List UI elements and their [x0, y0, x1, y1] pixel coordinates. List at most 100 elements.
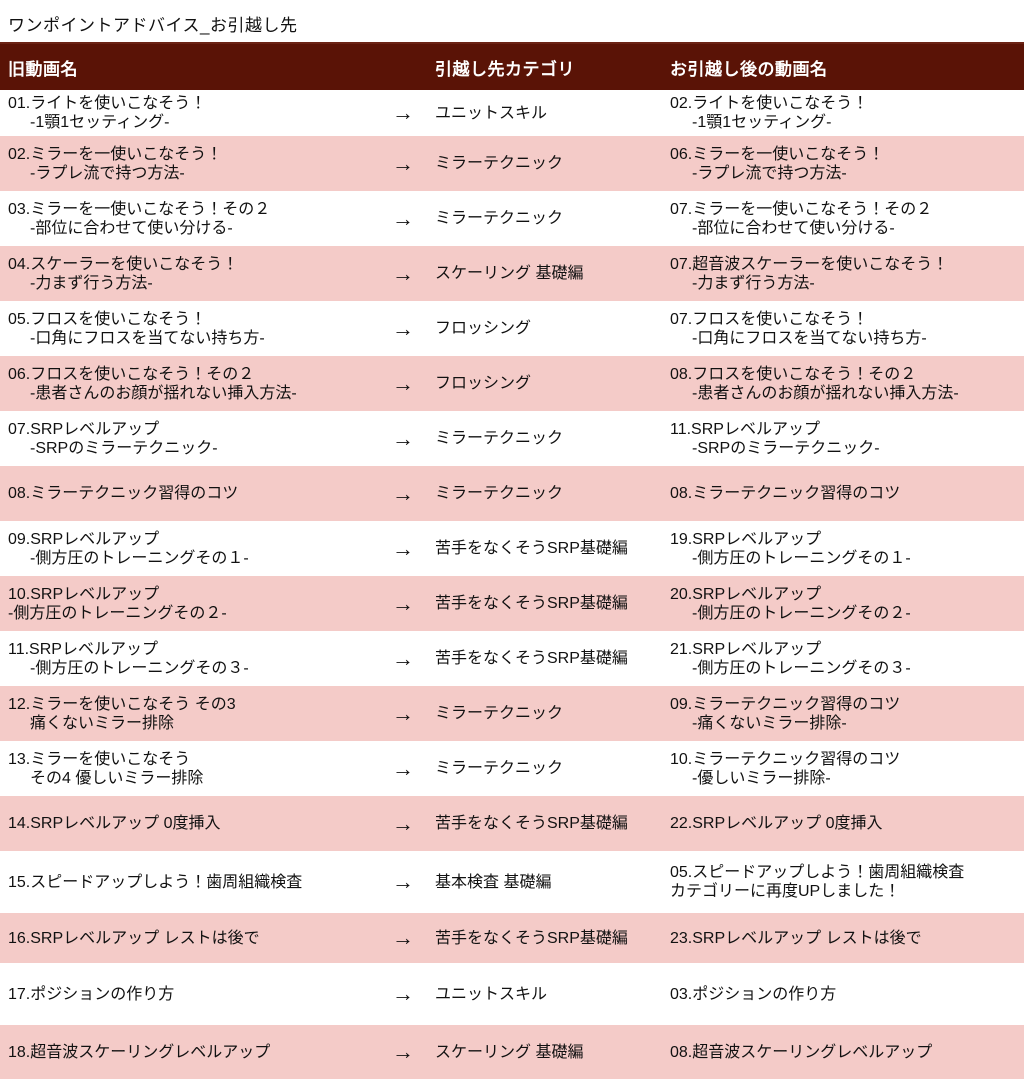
video-title-line: 18.超音波スケーリングレベルアップ [8, 1043, 271, 1061]
video-title-line: 20.SRPレベルアップ [670, 585, 822, 603]
new-video-name-cell: 19.SRPレベルアップ -側方圧のトレーニングその１- [670, 530, 1024, 568]
video-title-line: 06.ミラーを一使いこなそう！ [670, 145, 885, 163]
table-row: 13.ミラーを使いこなそう その4 優しいミラー排除 → ミラーテクニック 10.… [0, 741, 1024, 796]
column-header-destination-category: 引越し先カテゴリ [435, 59, 575, 79]
page-title: ワンポイントアドバイス_お引越し先 [8, 16, 298, 35]
video-title-line: -SRPのミラーテクニック- [692, 439, 880, 457]
destination-category-cell: フロッシング [435, 320, 532, 337]
video-title-line: -口角にフロスを当てない持ち方- [692, 329, 927, 347]
old-video-name-cell: 11.SRPレベルアップ -側方圧のトレーニングその３- [0, 640, 385, 678]
video-title-line: 03.ポジションの作り方 [670, 985, 837, 1003]
arrow-icon: → [392, 590, 414, 616]
table-row: 15.スピードアップしよう！歯周組織検査 → 基本検査 基礎編 05.スピードア… [0, 851, 1024, 913]
arrow-icon: → [392, 810, 414, 836]
video-title-line: 21.SRPレベルアップ [670, 640, 822, 658]
video-title-line: 22.SRPレベルアップ 0度挿入 [670, 815, 883, 832]
video-title-line: -口角にフロスを当てない持ち方- [30, 329, 265, 347]
new-video-name-cell: 08.ミラーテクニック習得のコツ [670, 484, 1024, 503]
video-title-line: 07.ミラーを一使いこなそう！その２ [670, 200, 933, 218]
video-title-line: -1顎1セッティング- [692, 114, 832, 131]
column-header-old-video-name: 旧動画名 [8, 59, 78, 79]
table-row: 18.超音波スケーリングレベルアップ → スケーリング 基礎編 08.超音波スケ… [0, 1025, 1024, 1079]
video-title-line: -痛くないミラー排除- [692, 714, 847, 732]
new-video-name-cell: 07.超音波スケーラーを使いこなそう！ -力まず行う方法- [670, 255, 1024, 293]
table-row: 11.SRPレベルアップ -側方圧のトレーニングその３- → 苦手をなくそうSRP… [0, 631, 1024, 686]
video-title-line: 12.ミラーを使いこなそう その3 [8, 695, 236, 713]
old-video-name-cell: 17.ポジションの作り方 [0, 985, 385, 1004]
destination-category-cell: 基本検査 基礎編 [435, 873, 552, 891]
video-title-line: 09.SRPレベルアップ [8, 530, 160, 548]
new-video-name-cell: 11.SRPレベルアップ -SRPのミラーテクニック- [670, 420, 1024, 458]
video-title-line: 04.スケーラーを使いこなそう！ [8, 255, 239, 273]
table-row: 05.フロスを使いこなそう！ -口角にフロスを当てない持ち方- → フロッシング … [0, 301, 1024, 356]
old-video-name-cell: 03.ミラーを一使いこなそう！その２ -部位に合わせて使い分ける- [0, 200, 385, 238]
column-header-new-video-name: お引越し後の動画名 [670, 59, 828, 79]
arrow-icon: → [392, 925, 414, 950]
new-video-name-cell: 08.超音波スケーリングレベルアップ [670, 1043, 1024, 1062]
destination-category-cell: ミラーテクニック [435, 155, 564, 172]
video-title-line: その4 優しいミラー排除 [30, 769, 204, 787]
arrow-icon: → [392, 981, 414, 1006]
table-row: 04.スケーラーを使いこなそう！ -力まず行う方法- → スケーリング 基礎編 0… [0, 246, 1024, 301]
destination-category-cell: ミラーテクニック [435, 485, 564, 502]
video-title-line: 16.SRPレベルアップ レストは後で [8, 929, 260, 947]
table-row: 07.SRPレベルアップ -SRPのミラーテクニック- → ミラーテクニック 11… [0, 411, 1024, 466]
table-row: 03.ミラーを一使いこなそう！その２ -部位に合わせて使い分ける- → ミラーテク… [0, 191, 1024, 246]
arrow-icon: → [392, 100, 414, 125]
video-title-line: 08.ミラーテクニック習得のコツ [8, 485, 239, 502]
table-row: 14.SRPレベルアップ 0度挿入 → 苦手をなくそうSRP基礎編 22.SRP… [0, 796, 1024, 851]
video-title-line: 17.ポジションの作り方 [8, 985, 175, 1003]
video-title-line: 08.ミラーテクニック習得のコツ [670, 485, 901, 502]
old-video-name-cell: 16.SRPレベルアップ レストは後で [0, 929, 385, 948]
old-video-name-cell: 02.ミラーを一使いこなそう！ -ラプレ流で持つ方法- [0, 145, 385, 183]
new-video-name-cell: 05.スピードアップしよう！歯周組織検査 カテゴリーに再度UPしました！ [670, 863, 1024, 901]
new-video-name-cell: 02.ライトを使いこなそう！ -1顎1セッティング- [670, 94, 1024, 132]
video-title-line: 05.スピードアップしよう！歯周組織検査 [670, 864, 965, 881]
table-row: 08.ミラーテクニック習得のコツ → ミラーテクニック 08.ミラーテクニック習… [0, 466, 1024, 521]
video-title-line: -1顎1セッティング- [30, 114, 170, 131]
table-row: 01.ライトを使いこなそう！ -1顎1セッティング- → ユニットスキル 02.ラ… [0, 90, 1024, 136]
video-title-line: -患者さんのお顔が揺れない挿入方法- [692, 384, 959, 402]
new-video-name-cell: 08.フロスを使いこなそう！その２ -患者さんのお顔が揺れない挿入方法- [670, 365, 1024, 403]
video-title-line: 痛くないミラー排除 [30, 714, 175, 732]
new-video-name-cell: 23.SRPレベルアップ レストは後で [670, 929, 1024, 948]
video-title-line: -力まず行う方法- [692, 274, 815, 292]
destination-category-cell: フロッシング [435, 375, 532, 392]
arrow-icon: → [392, 150, 414, 176]
arrow-icon: → [392, 205, 414, 231]
arrow-icon: → [392, 315, 414, 341]
destination-category-cell: ミラーテクニック [435, 760, 564, 777]
destination-category-cell: スケーリング 基礎編 [435, 1043, 584, 1061]
video-title-line: 15.スピードアップしよう！歯周組織検査 [8, 873, 303, 891]
old-video-name-cell: 13.ミラーを使いこなそう その4 優しいミラー排除 [0, 750, 385, 788]
arrow-icon: → [392, 755, 414, 781]
table-row: 06.フロスを使いこなそう！その２ -患者さんのお顔が揺れない挿入方法- → フロ… [0, 356, 1024, 411]
video-title-line: -力まず行う方法- [30, 274, 153, 292]
video-title-line: -側方圧のトレーニングその１- [30, 549, 249, 567]
arrow-icon: → [392, 535, 414, 561]
video-title-line: -部位に合わせて使い分ける- [692, 219, 895, 237]
destination-category-cell: ミラーテクニック [435, 705, 564, 722]
old-video-name-cell: 04.スケーラーを使いこなそう！ -力まず行う方法- [0, 255, 385, 293]
video-title-line: 08.フロスを使いこなそう！その２ [670, 365, 917, 383]
video-title-line: カテゴリーに再度UPしました！ [670, 883, 901, 900]
video-title-line: 14.SRPレベルアップ 0度挿入 [8, 815, 221, 832]
destination-category-cell: 苦手をなくそうSRP基礎編 [435, 815, 628, 832]
new-video-name-cell: 06.ミラーを一使いこなそう！ -ラプレ流で持つ方法- [670, 145, 1024, 183]
new-video-name-cell: 20.SRPレベルアップ -側方圧のトレーニングその２- [670, 585, 1024, 623]
arrow-icon: → [392, 869, 414, 894]
video-title-line: 23.SRPレベルアップ レストは後で [670, 929, 922, 947]
video-title-line: 09.ミラーテクニック習得のコツ [670, 695, 901, 713]
destination-category-cell: スケーリング 基礎編 [435, 265, 584, 282]
old-video-name-cell: 12.ミラーを使いこなそう その3 痛くないミラー排除 [0, 695, 385, 733]
arrow-icon: → [392, 260, 414, 286]
destination-category-cell: ミラーテクニック [435, 210, 564, 227]
table-row: 10.SRPレベルアップ -側方圧のトレーニングその２- → 苦手をなくそうSRP… [0, 576, 1024, 631]
old-video-name-cell: 01.ライトを使いこなそう！ -1顎1セッティング- [0, 94, 385, 132]
arrow-icon: → [392, 700, 414, 726]
video-title-line: 05.フロスを使いこなそう！ [8, 310, 207, 328]
old-video-name-cell: 18.超音波スケーリングレベルアップ [0, 1043, 385, 1062]
video-title-line: -ラプレ流で持つ方法- [692, 164, 847, 182]
table-row: 02.ミラーを一使いこなそう！ -ラプレ流で持つ方法- → ミラーテクニック 06… [0, 136, 1024, 191]
destination-category-cell: 苦手をなくそうSRP基礎編 [435, 595, 628, 612]
